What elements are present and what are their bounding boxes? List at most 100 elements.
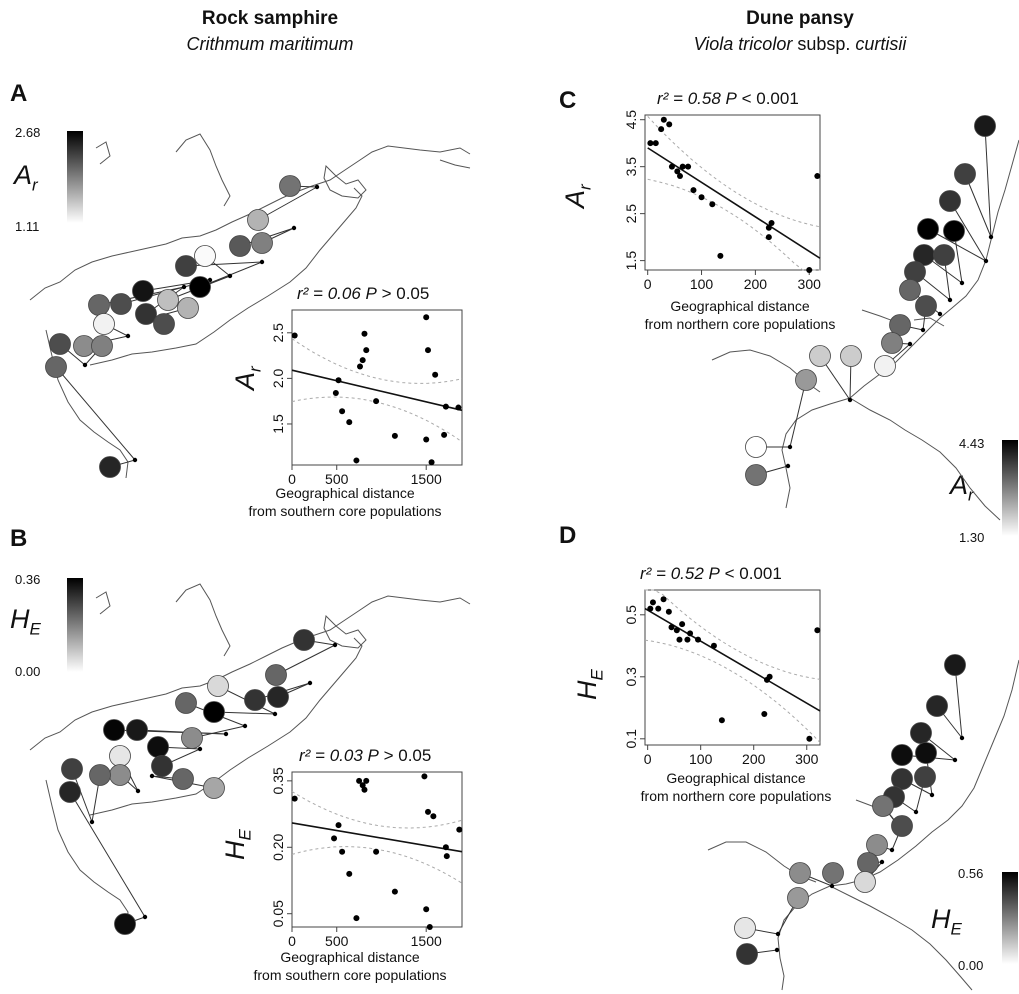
plot-a-confidence-band [291,338,463,384]
map-c-site-dot [937,311,943,317]
plot-d: 0 100 200 300 0.1 0.3 0.5 [623,589,821,767]
plot-d-xcap1: Geographical distance [666,770,806,786]
plot-d-data-point [647,605,654,612]
plot-a-data-point [363,347,370,354]
plot-b-data-point [425,808,431,815]
plot-d-data-point [676,636,683,643]
map-d-population-circle [872,795,894,817]
plot-a-data-point [423,436,430,443]
legend-metric-c: Ar [950,470,974,505]
plot-d-data-point [668,624,675,631]
map-b-site-dot [149,773,155,779]
map-a-population-circle [93,313,115,335]
plot-b-data-point [426,924,433,930]
map-d-population-circle [866,834,888,856]
map-d-population-circle [789,862,811,884]
legend-metric-a-sym: A [14,160,33,190]
plot-c-xtick-label: 200 [744,276,768,292]
plot-a-ylabel-sym: A [230,371,260,390]
map-c-population-circle [874,355,896,377]
plot-c-xcap2: from northern core populations [644,316,836,332]
plot-a-data-point [441,431,448,438]
plot-d-data-point [665,608,672,615]
plot-c-regression-line [647,147,821,259]
map-d-population-circle [822,862,844,884]
map-a-population-circle [153,313,175,335]
legend-metric-b-sym: H [10,604,30,634]
left-species-latin-name: Crithmum maritimum [120,34,420,55]
plot-a-data-point [425,347,431,354]
plot-b-data-point [442,844,449,851]
map-d-population-circle [891,815,913,837]
map-d-site-dot [913,809,919,815]
map-c-population-circle [917,218,939,240]
map-a-site-dot [125,333,131,339]
map-d-site-dot [775,931,781,937]
stat-c: r² = 0.58 P < 0.001 [657,89,799,109]
map-a-site-dot [227,273,233,279]
legend-bar-a [67,131,83,223]
legend-min-c: 1.30 [959,530,985,545]
stat-b: r² = 0.03 P > 0.05 [299,746,431,766]
plot-a-xtick-label: 500 [325,471,349,487]
plot-c-data-point [668,163,675,170]
map-b-population-circle [244,689,266,711]
plot-c-data-point [674,168,681,175]
panel-letter-d: D [559,522,577,549]
legend-bar-d [1002,872,1018,964]
map-b-leader-line [275,644,336,676]
plot-c-data-point [690,187,697,194]
plot-a-data-point [357,363,363,370]
plot-b-ytick-label: 0.05 [270,900,286,927]
right-latin-genus: Viola tricolor [693,34,793,54]
map-b-leader-line [136,729,227,735]
map-a-population-circle [229,235,251,257]
map-a-site-dot [132,457,138,463]
plot-a-ylabel-sub: r [245,366,265,372]
map-b-population-circle [103,719,125,741]
map-b-population-circle [293,629,315,651]
right-species-common-name: Dune pansy [746,8,854,29]
map-d-population-circle [891,768,913,790]
plot-b-xtick-label: 0 [288,933,296,949]
map-c-site-dot [907,341,913,347]
plot-b-data-point [391,888,398,895]
plot-d-data-point [718,717,725,724]
plot-b-data-point [421,773,428,780]
plot-a-xtick-label: 1500 [411,471,442,487]
plot-a-data-point [373,398,380,405]
stat-d-prest: < 0.001 [719,564,782,583]
map-b-population-circle [89,764,111,786]
map-c-leader-line [789,379,807,448]
plot-c-ylabel-sym: A [560,189,590,208]
map-d-site-dot [879,859,885,865]
plot-c-data-point [698,194,705,201]
plot-c-data-point [679,163,686,170]
map-b-population-circle [59,781,81,803]
plot-b-regression-line [291,822,463,853]
map-d-site-dot [952,757,958,763]
map-b-population-circle [267,686,289,708]
legend-metric-b-sub: E [29,619,41,639]
stat-a-p: P [365,284,377,303]
plot-b-data-point [361,786,368,793]
map-c-site-dot [959,280,965,286]
panel-letter-a: A [10,80,28,107]
plot-c-ytick-label: 3.5 [623,157,639,177]
plot-b-xcaption: Geographical distance from southern core … [250,948,450,984]
map-b-population-circle [207,675,229,697]
map-b-leader-line [69,791,146,918]
plot-b-data-point [356,777,363,784]
plot-c-data-point [647,140,654,147]
plot-b-data-point [346,870,353,877]
map-a-leader-line [55,366,136,461]
legend-bar-c [1002,440,1018,536]
map-c-leader-line [949,200,987,262]
plot-a-frame [291,309,463,466]
left-species-latin-text: Crithmum maritimum [186,34,354,54]
map-c-population-circle [840,345,862,367]
plot-a-data-point [353,457,360,464]
plot-d-xcaption: Geographical distance from northern core … [626,769,846,805]
plot-b-ylabel-sym: H [220,840,250,861]
plot-d-ylabel-sym: H [572,680,602,701]
